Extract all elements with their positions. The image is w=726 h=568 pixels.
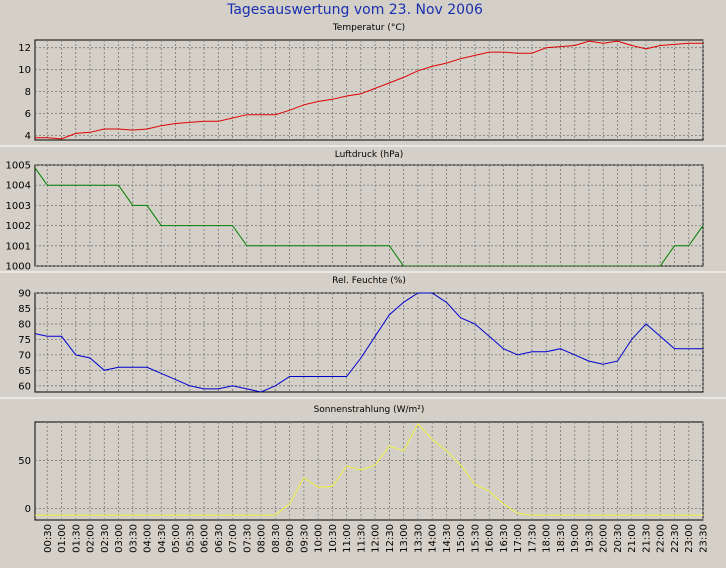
y-tick-label: 85 xyxy=(18,304,31,315)
x-tick-label: 19:00 xyxy=(570,524,581,553)
x-tick-label: 08:00 xyxy=(257,524,268,553)
plot-area xyxy=(34,164,704,267)
plot-area xyxy=(34,421,704,521)
x-tick-label: 09:00 xyxy=(285,524,296,553)
x-tick-label: 02:00 xyxy=(86,524,97,553)
plot-area xyxy=(34,292,704,393)
y-tick-label: 4 xyxy=(25,131,31,142)
x-tick-label: 07:00 xyxy=(228,524,239,553)
x-tick-label: 06:30 xyxy=(214,524,225,553)
x-tick-label: 05:00 xyxy=(171,524,182,553)
x-tick-label: 10:00 xyxy=(314,524,325,553)
data-line xyxy=(35,166,703,266)
x-tick-label: 12:00 xyxy=(371,524,382,553)
x-tick-label: 05:30 xyxy=(185,524,196,553)
x-tick-label: 13:30 xyxy=(413,524,424,553)
x-tick-label: 01:30 xyxy=(71,524,82,553)
data-line xyxy=(35,423,703,516)
page-title: Tagesauswertung vom 23. Nov 2006 xyxy=(226,2,483,18)
chart-subtitle: Sonnenstrahlung (W/m²) xyxy=(314,405,425,415)
plot-area xyxy=(34,39,704,141)
x-tick-label: 18:00 xyxy=(542,524,553,553)
x-tick-label: 13:00 xyxy=(399,524,410,553)
x-tick-label: 20:30 xyxy=(613,524,624,553)
x-tick-label: 19:30 xyxy=(584,524,595,553)
x-tick-label: 18:30 xyxy=(556,524,567,553)
x-tick-label: 16:30 xyxy=(499,524,510,553)
x-tick-label: 02:30 xyxy=(100,524,111,553)
x-tick-label: 11:00 xyxy=(342,524,353,553)
chart-subtitle: Temperatur (°C) xyxy=(332,23,405,33)
y-tick-label: 75 xyxy=(18,335,31,346)
y-tick-label: 1001 xyxy=(6,241,31,252)
chart-subtitle: Luftdruck (hPa) xyxy=(335,150,404,160)
x-tick-label: 07:30 xyxy=(242,524,253,553)
x-tick-label: 11:30 xyxy=(356,524,367,553)
x-tick-label: 14:00 xyxy=(428,524,439,553)
y-tick-label: 1000 xyxy=(6,262,31,273)
x-tick-label: 14:30 xyxy=(442,524,453,553)
x-tick-label: 00:30 xyxy=(43,524,54,553)
x-tick-label: 04:30 xyxy=(157,524,168,553)
x-tick-label: 23:30 xyxy=(699,524,710,553)
y-tick-label: 1002 xyxy=(6,221,31,232)
x-tick-label: 08:30 xyxy=(271,524,282,553)
data-line xyxy=(35,40,703,140)
x-tick-label: 21:30 xyxy=(641,524,652,553)
y-tick-label: 65 xyxy=(18,366,31,377)
x-tick-label: 17:00 xyxy=(513,524,524,553)
x-tick-label: 10:30 xyxy=(328,524,339,553)
y-tick-label: 1005 xyxy=(6,161,31,172)
y-tick-label: 50 xyxy=(18,456,31,467)
x-tick-label: 23:00 xyxy=(684,524,695,553)
x-tick-label: 09:30 xyxy=(299,524,310,553)
x-tick-label: 20:00 xyxy=(599,524,610,553)
x-tick-label: 16:00 xyxy=(485,524,496,553)
y-tick-label: 90 xyxy=(18,289,31,300)
x-tick-label: 22:00 xyxy=(656,524,667,553)
data-line xyxy=(35,292,703,392)
x-tick-label: 15:00 xyxy=(456,524,467,553)
y-tick-label: 70 xyxy=(18,350,31,361)
x-tick-label: 15:30 xyxy=(470,524,481,553)
x-tick-label: 12:30 xyxy=(385,524,396,553)
x-tick-label: 03:00 xyxy=(114,524,125,553)
x-tick-label: 03:30 xyxy=(128,524,139,553)
y-tick-label: 8 xyxy=(25,87,31,98)
y-tick-label: 1003 xyxy=(6,201,31,212)
x-tick-label: 22:30 xyxy=(670,524,681,553)
y-tick-label: 0 xyxy=(25,504,31,515)
x-tick-label: 04:00 xyxy=(143,524,154,553)
y-tick-label: 60 xyxy=(18,381,31,392)
y-tick-label: 10 xyxy=(18,65,31,76)
chart-subtitle: Rel. Feuchte (%) xyxy=(332,276,406,286)
x-tick-label: 21:00 xyxy=(627,524,638,553)
y-tick-label: 80 xyxy=(18,319,31,330)
y-tick-label: 1004 xyxy=(6,181,31,192)
x-tick-label: 06:00 xyxy=(200,524,211,553)
y-tick-label: 6 xyxy=(25,109,31,120)
x-tick-label: 17:30 xyxy=(527,524,538,553)
y-tick-label: 12 xyxy=(18,43,31,54)
x-tick-label: 01:00 xyxy=(57,524,68,553)
